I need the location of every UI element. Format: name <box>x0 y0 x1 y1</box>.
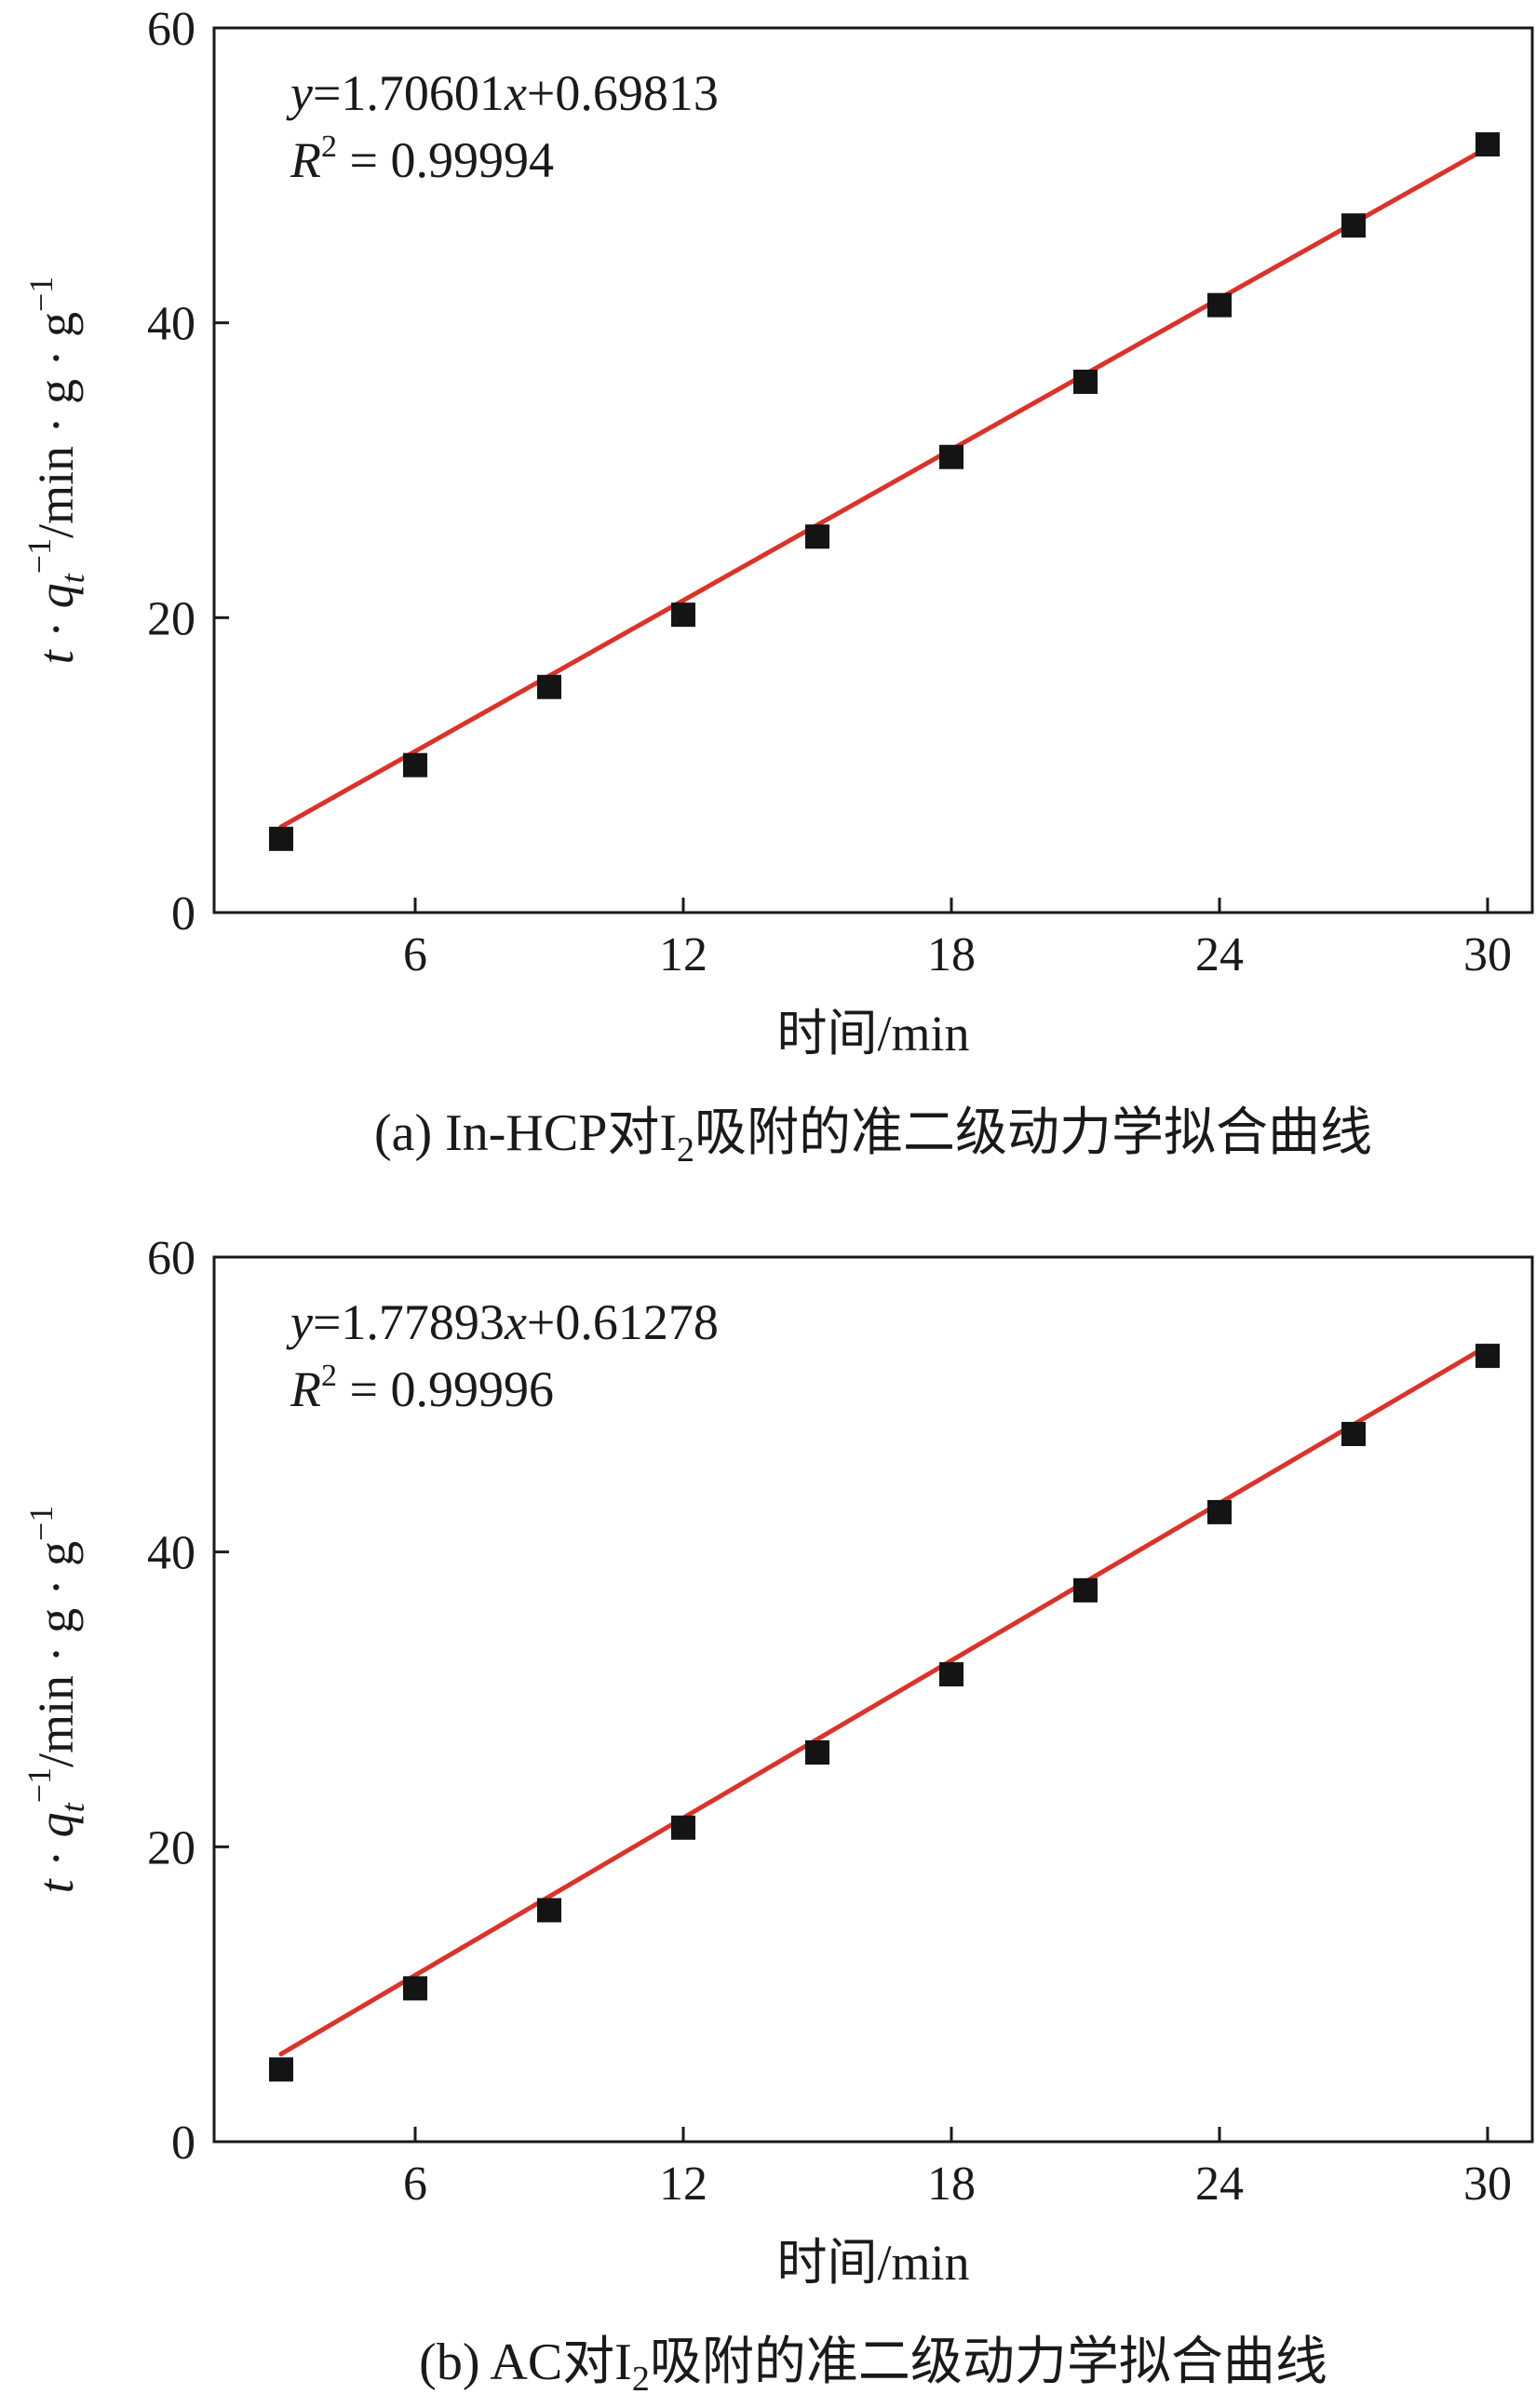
fit-line <box>278 145 1490 830</box>
data-markers <box>269 1344 1500 2082</box>
data-point <box>671 602 695 628</box>
data-point <box>1207 292 1232 318</box>
data-markers <box>269 132 1500 851</box>
x-tick-label: 30 <box>1463 2158 1512 2211</box>
data-point <box>1475 132 1500 157</box>
x-axis-title: 时间/min <box>776 2235 969 2291</box>
data-point <box>269 2057 293 2082</box>
fit-equation: y=1.70601x+0.69813 <box>286 65 719 121</box>
x-tick-label: 6 <box>403 928 427 981</box>
x-tick-label: 18 <box>927 2158 976 2211</box>
data-point <box>1475 1344 1500 1369</box>
data-point <box>939 444 963 469</box>
data-point <box>1073 370 1098 394</box>
data-point <box>805 1740 829 1765</box>
y-axis-title: t · qt−1/min · g · g−1 <box>20 277 91 665</box>
data-point <box>403 1976 427 2001</box>
data-point <box>537 1898 561 1923</box>
data-point <box>1341 213 1366 238</box>
x-tick-label: 24 <box>1195 2158 1244 2211</box>
y-tick-label: 20 <box>147 592 195 645</box>
fit-line-group <box>278 1343 1490 2057</box>
data-point <box>1341 1422 1366 1446</box>
y-tick-label: 20 <box>147 1821 195 1874</box>
x-tick-label: 30 <box>1463 928 1512 981</box>
y-axis-title: t · qt−1/min · g · g−1 <box>20 1506 91 1894</box>
x-tick-label: 12 <box>659 928 707 981</box>
y-tick-label: 0 <box>171 2117 195 2170</box>
figure-caption: (a) In-HCP对I2吸附的准二级动力学拟合曲线 <box>374 1104 1372 1170</box>
plot-frame <box>212 1255 1534 2144</box>
data-point <box>269 826 293 851</box>
fit-line <box>278 1343 1490 2057</box>
axis-ticks: 6 12 18 24 30 0 20 40 60 <box>147 1232 1512 2211</box>
chart-panel-a: 6 12 18 24 30 0 20 40 60 y=1.70601x+0.69813 R2 =… <box>20 3 1534 1170</box>
x-tick-label: 18 <box>927 928 976 981</box>
x-tick-label: 24 <box>1195 928 1244 981</box>
axis-ticks: 6 12 18 24 30 0 20 40 60 <box>147 3 1512 981</box>
fit-line-group <box>278 145 1490 830</box>
data-point <box>1207 1499 1232 1524</box>
y-tick-label: 40 <box>147 298 195 351</box>
y-tick-label: 60 <box>147 1232 195 1285</box>
data-point <box>1073 1577 1098 1603</box>
plot-frame <box>212 26 1534 914</box>
y-tick-label: 40 <box>147 1527 195 1580</box>
x-tick-label: 12 <box>659 2158 707 2211</box>
data-point <box>939 1662 963 1687</box>
data-point <box>805 524 829 549</box>
y-tick-label: 0 <box>171 887 195 940</box>
data-point <box>403 752 427 778</box>
figure-caption: (b) AC对I2吸附的准二级动力学拟合曲线 <box>419 2334 1327 2399</box>
x-axis-title: 时间/min <box>776 1006 969 1062</box>
y-tick-label: 60 <box>147 3 195 56</box>
chart-panel-b: 6 12 18 24 30 0 20 40 60 y=1.77893x+0.61278 R2 =… <box>20 1232 1534 2399</box>
r-squared: R2 = 0.99996 <box>290 1359 554 1417</box>
data-point <box>537 674 561 699</box>
fit-equation: y=1.77893x+0.61278 <box>286 1294 719 1350</box>
data-point <box>671 1815 695 1840</box>
r-squared: R2 = 0.99994 <box>290 129 554 188</box>
x-tick-label: 6 <box>403 2158 427 2211</box>
